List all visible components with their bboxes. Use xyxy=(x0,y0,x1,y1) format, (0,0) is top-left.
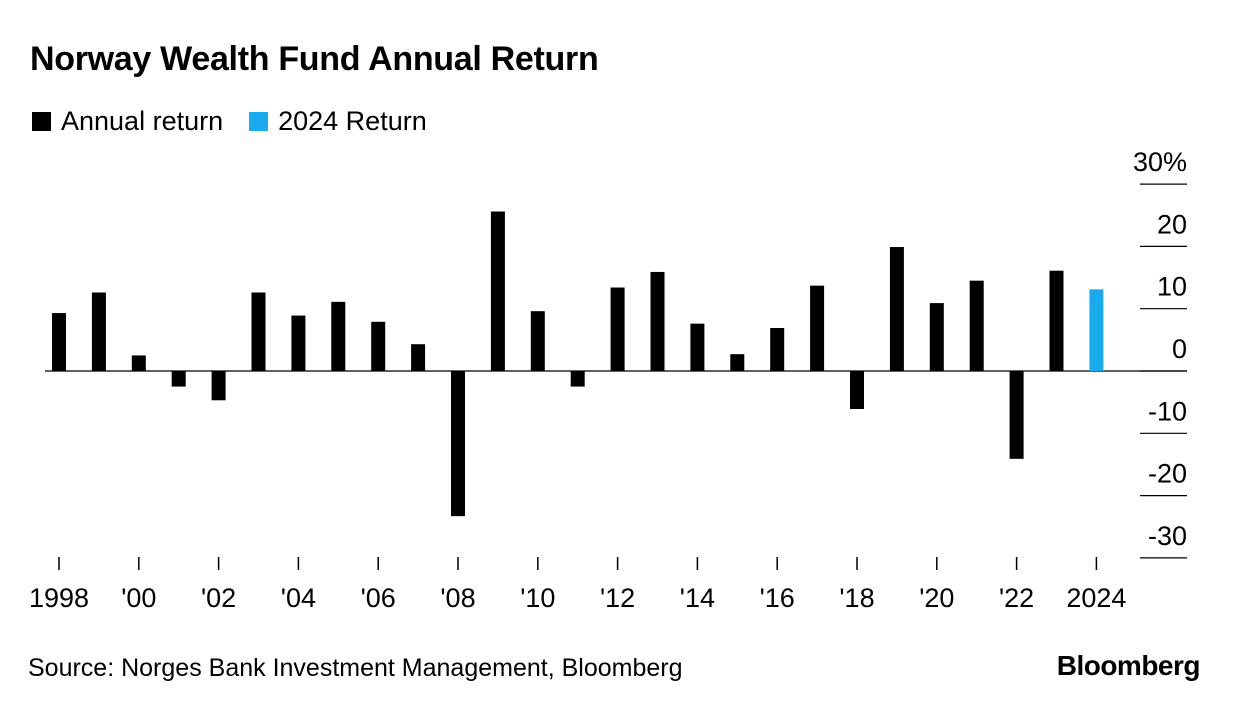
x-tick-label: '12 xyxy=(600,583,635,613)
bar-2017 xyxy=(810,285,825,371)
bar-2014 xyxy=(690,323,705,371)
bar-2023 xyxy=(1049,270,1064,371)
bar-2022 xyxy=(1009,371,1024,459)
bar-2002 xyxy=(211,371,226,401)
bar-2008 xyxy=(451,371,465,517)
bar-2012 xyxy=(610,287,625,371)
source-note: Source: Norges Bank Investment Managemen… xyxy=(28,654,683,682)
legend-swatch-2024-return xyxy=(249,112,269,131)
bar-2010 xyxy=(530,311,545,371)
bar-2005 xyxy=(331,301,346,371)
x-tick-label: '16 xyxy=(760,583,795,613)
bar-2004 xyxy=(291,315,306,371)
x-tick-label: 2024 xyxy=(1066,583,1126,613)
bloomberg-logo: Bloomberg xyxy=(1056,650,1201,681)
x-tick-label: '02 xyxy=(201,583,236,613)
legend: Annual return 2024 Return xyxy=(32,106,453,137)
bar-2018 xyxy=(850,371,864,410)
y-tick-label: -10 xyxy=(1148,396,1187,426)
x-tick-label: '00 xyxy=(121,583,156,613)
bar-2009 xyxy=(490,211,505,371)
bar-2016 xyxy=(770,328,785,371)
bar-2007 xyxy=(411,344,426,371)
x-tick-label: '04 xyxy=(281,583,316,613)
legend-label-2024-return: 2024 Return xyxy=(278,106,427,136)
x-tick-label: '08 xyxy=(440,583,475,613)
bar-2006 xyxy=(371,321,386,371)
legend-item-2024-return: 2024 Return xyxy=(249,106,427,137)
x-tick-label: '18 xyxy=(839,583,874,613)
x-tick-label: 1998 xyxy=(29,583,89,613)
bar-2001 xyxy=(171,371,186,387)
x-tick-label: '20 xyxy=(919,583,954,613)
bar-2020 xyxy=(929,303,944,371)
bar-2015 xyxy=(730,354,745,371)
y-tick-label: 30% xyxy=(1133,147,1187,177)
legend-label-annual-return: Annual return xyxy=(61,106,224,136)
bar-2021 xyxy=(969,280,984,371)
y-tick-label: -30 xyxy=(1148,521,1187,551)
chart-title: Norway Wealth Fund Annual Return xyxy=(30,40,599,78)
y-tick-label: -20 xyxy=(1148,459,1187,489)
bar-2024 xyxy=(1089,289,1104,371)
y-tick-label: 20 xyxy=(1157,209,1187,239)
bar-2019 xyxy=(889,247,904,371)
legend-item-annual-return: Annual return xyxy=(32,106,223,137)
bar-2003 xyxy=(251,292,266,371)
x-tick-label: '14 xyxy=(680,583,715,613)
bar-2000 xyxy=(131,355,146,371)
x-tick-label: '22 xyxy=(999,583,1034,613)
y-tick-label: 10 xyxy=(1157,272,1187,302)
x-tick-label: '06 xyxy=(361,583,396,613)
bar-1999 xyxy=(91,292,106,371)
bar-2011 xyxy=(570,371,585,387)
x-tick-label: '10 xyxy=(520,583,555,613)
bar-2013 xyxy=(650,271,665,371)
y-tick-label: 0 xyxy=(1172,334,1187,364)
legend-swatch-annual-return xyxy=(32,112,51,131)
bar-1998 xyxy=(52,313,66,371)
